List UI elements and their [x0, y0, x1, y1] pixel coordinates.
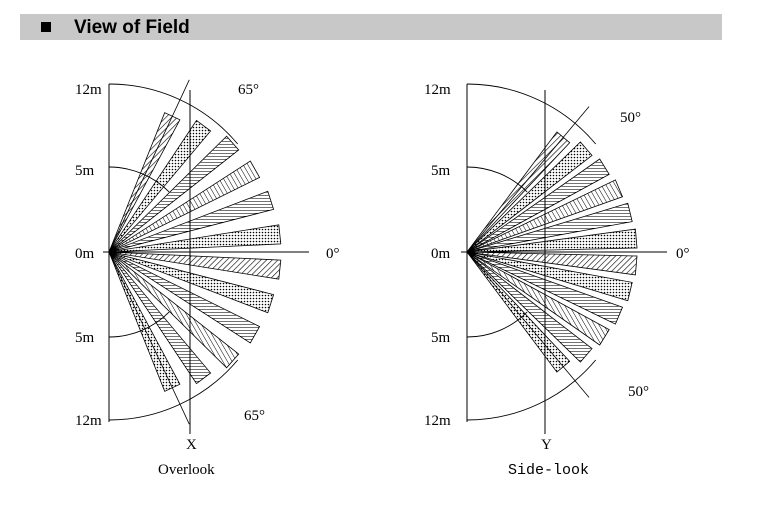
overlook-caption: Overlook: [158, 462, 215, 478]
sidelook-axis-letter: Y: [541, 437, 552, 453]
overlook-range-arc: [108, 83, 239, 145]
sidelook-beam: [466, 158, 610, 253]
sidelook-range-arc: [466, 311, 528, 338]
section-title: View of Field: [74, 17, 190, 38]
overlook-beam: [108, 251, 282, 280]
overlook-axis-letter: X: [186, 437, 197, 453]
sidelook-range-arc: [466, 359, 597, 421]
bullet-square-icon: [41, 22, 51, 32]
sidelook-range-label: 0m: [431, 246, 451, 262]
overlook-angle-bottom: 65°: [244, 408, 265, 424]
sidelook-boundary-line: [466, 251, 590, 398]
overlook-range-label: 5m: [75, 330, 95, 346]
sidelook-angle-bottom: 50°: [628, 384, 649, 400]
sidelook-range-label: 5m: [431, 163, 451, 179]
sidelook-diagram: 12m 5m 0m 5m 12m 50° 50° 0° Y Side-look: [424, 82, 690, 479]
overlook-beam: [108, 135, 240, 253]
overlook-beam: [108, 251, 212, 385]
sidelook-range-label: 12m: [424, 413, 451, 429]
overlook-grid: [103, 79, 309, 434]
sidelook-beam: [466, 251, 633, 302]
overlook-beam: [108, 190, 275, 253]
overlook-range-label: 12m: [75, 413, 102, 429]
sidelook-range-arc: [466, 83, 597, 145]
overlook-boundary-line: [108, 251, 190, 425]
overlook-range-label: 12m: [75, 82, 102, 98]
sidelook-beam: [466, 141, 593, 253]
overlook-beam: [108, 251, 261, 344]
sidelook-range-label: 5m: [431, 330, 451, 346]
sidelook-angle-zero: 0°: [676, 246, 690, 262]
overlook-beam: [108, 160, 261, 253]
sidelook-boundary-line: [466, 106, 590, 253]
overlook-range-arc: [108, 166, 170, 193]
overlook-range-label: 0m: [75, 246, 95, 262]
section-header: View of Field: [20, 14, 722, 40]
overlook-beam: [108, 251, 275, 314]
sidelook-caption: Side-look: [508, 462, 589, 479]
overlook-beam: [108, 251, 240, 369]
sidelook-grid: [461, 83, 667, 434]
overlook-beam: [108, 119, 212, 253]
sidelook-range-label: 12m: [424, 82, 451, 98]
sidelook-range-arc: [466, 166, 528, 193]
sidelook-beam: [466, 228, 638, 253]
sidelook-beam: [466, 202, 633, 253]
overlook-detection-beams: [108, 112, 282, 392]
overlook-range-label: 5m: [75, 163, 95, 179]
sidelook-angle-top: 50°: [620, 110, 641, 126]
overlook-angle-zero: 0°: [326, 246, 340, 262]
sidelook-beam: [466, 251, 638, 276]
sidelook-beam: [466, 251, 593, 363]
overlook-boundary-line: [108, 79, 190, 253]
overlook-beam: [108, 224, 282, 253]
overlook-diagram: 12m 5m 0m 5m 12m 65° 65° 0° X Overlook: [75, 79, 340, 478]
overlook-range-arc: [108, 359, 239, 421]
overlook-angle-top: 65°: [238, 82, 259, 98]
overlook-range-arc: [108, 311, 170, 338]
sidelook-beam: [466, 251, 610, 346]
